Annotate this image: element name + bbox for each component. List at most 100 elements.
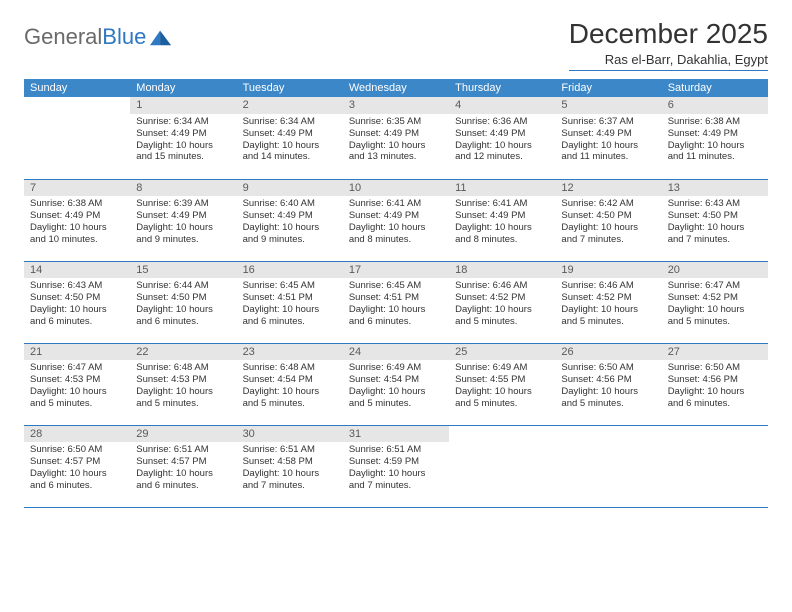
day-line: Daylight: 10 hours and 5 minutes. <box>349 386 443 410</box>
day-number: 7 <box>24 180 130 197</box>
day-header: Sunday <box>24 79 130 97</box>
day-line: Daylight: 10 hours and 14 minutes. <box>243 140 337 164</box>
logo-icon <box>150 28 172 46</box>
day-cell: 9Sunrise: 6:40 AMSunset: 4:49 PMDaylight… <box>237 179 343 261</box>
day-cell: 1Sunrise: 6:34 AMSunset: 4:49 PMDaylight… <box>130 97 236 179</box>
logo-word-2: Blue <box>102 24 146 49</box>
day-line: Daylight: 10 hours and 11 minutes. <box>561 140 655 164</box>
day-cell: 10Sunrise: 6:41 AMSunset: 4:49 PMDayligh… <box>343 179 449 261</box>
page-title: December 2025 <box>569 18 768 50</box>
day-cell: 31Sunrise: 6:51 AMSunset: 4:59 PMDayligh… <box>343 425 449 507</box>
day-line: Sunset: 4:57 PM <box>136 456 230 468</box>
day-number: 25 <box>449 344 555 361</box>
day-content: Sunrise: 6:34 AMSunset: 4:49 PMDaylight:… <box>130 114 236 166</box>
day-content: Sunrise: 6:48 AMSunset: 4:54 PMDaylight:… <box>237 360 343 412</box>
day-line: Sunset: 4:56 PM <box>668 374 762 386</box>
day-line: Sunrise: 6:34 AM <box>243 116 337 128</box>
day-line: Daylight: 10 hours and 5 minutes. <box>243 386 337 410</box>
day-line: Sunset: 4:49 PM <box>243 210 337 222</box>
day-line: Daylight: 10 hours and 5 minutes. <box>561 386 655 410</box>
day-line: Daylight: 10 hours and 5 minutes. <box>561 304 655 328</box>
day-line: Sunrise: 6:40 AM <box>243 198 337 210</box>
day-cell: 26Sunrise: 6:50 AMSunset: 4:56 PMDayligh… <box>555 343 661 425</box>
logo-word-1: General <box>24 24 102 49</box>
day-line: Daylight: 10 hours and 8 minutes. <box>349 222 443 246</box>
calendar-body: . 1Sunrise: 6:34 AMSunset: 4:49 PMDayligh… <box>24 97 768 507</box>
day-line: Daylight: 10 hours and 5 minutes. <box>30 386 124 410</box>
day-cell: 23Sunrise: 6:48 AMSunset: 4:54 PMDayligh… <box>237 343 343 425</box>
day-line: Sunrise: 6:39 AM <box>136 198 230 210</box>
day-number: 8 <box>130 180 236 197</box>
day-line: Sunset: 4:49 PM <box>30 210 124 222</box>
day-cell: 19Sunrise: 6:46 AMSunset: 4:52 PMDayligh… <box>555 261 661 343</box>
day-cell: 18Sunrise: 6:46 AMSunset: 4:52 PMDayligh… <box>449 261 555 343</box>
day-number: 13 <box>662 180 768 197</box>
day-number: 12 <box>555 180 661 197</box>
day-line: Sunset: 4:59 PM <box>349 456 443 468</box>
day-number: 18 <box>449 262 555 279</box>
day-line: Sunrise: 6:34 AM <box>136 116 230 128</box>
day-content: Sunrise: 6:46 AMSunset: 4:52 PMDaylight:… <box>555 278 661 330</box>
day-line: Sunset: 4:49 PM <box>243 128 337 140</box>
day-line: Daylight: 10 hours and 12 minutes. <box>455 140 549 164</box>
day-line: Sunset: 4:52 PM <box>668 292 762 304</box>
day-line: Daylight: 10 hours and 10 minutes. <box>30 222 124 246</box>
day-line: Daylight: 10 hours and 6 minutes. <box>136 304 230 328</box>
day-line: Sunset: 4:55 PM <box>455 374 549 386</box>
day-header: Wednesday <box>343 79 449 97</box>
day-cell: . <box>449 425 555 507</box>
day-line: Sunrise: 6:47 AM <box>30 362 124 374</box>
day-line: Sunset: 4:50 PM <box>136 292 230 304</box>
day-cell: 14Sunrise: 6:43 AMSunset: 4:50 PMDayligh… <box>24 261 130 343</box>
day-number: 26 <box>555 344 661 361</box>
day-line: Sunset: 4:51 PM <box>243 292 337 304</box>
day-line: Sunrise: 6:41 AM <box>349 198 443 210</box>
day-number: 11 <box>449 180 555 197</box>
day-line: Daylight: 10 hours and 7 minutes. <box>243 468 337 492</box>
day-cell: 7Sunrise: 6:38 AMSunset: 4:49 PMDaylight… <box>24 179 130 261</box>
day-line: Daylight: 10 hours and 6 minutes. <box>668 386 762 410</box>
day-line: Sunset: 4:53 PM <box>136 374 230 386</box>
day-line: Daylight: 10 hours and 6 minutes. <box>136 468 230 492</box>
day-content: Sunrise: 6:37 AMSunset: 4:49 PMDaylight:… <box>555 114 661 166</box>
day-content: Sunrise: 6:35 AMSunset: 4:49 PMDaylight:… <box>343 114 449 166</box>
day-content: Sunrise: 6:38 AMSunset: 4:49 PMDaylight:… <box>662 114 768 166</box>
week-row: 21Sunrise: 6:47 AMSunset: 4:53 PMDayligh… <box>24 343 768 425</box>
day-content: Sunrise: 6:47 AMSunset: 4:52 PMDaylight:… <box>662 278 768 330</box>
day-line: Sunrise: 6:49 AM <box>349 362 443 374</box>
day-header: Saturday <box>662 79 768 97</box>
day-number: 19 <box>555 262 661 279</box>
day-line: Sunrise: 6:35 AM <box>349 116 443 128</box>
day-line: Sunset: 4:58 PM <box>243 456 337 468</box>
day-line: Sunrise: 6:49 AM <box>455 362 549 374</box>
day-number: 14 <box>24 262 130 279</box>
logo-text: GeneralBlue <box>24 24 146 50</box>
day-cell: 8Sunrise: 6:39 AMSunset: 4:49 PMDaylight… <box>130 179 236 261</box>
day-line: Sunrise: 6:50 AM <box>561 362 655 374</box>
day-cell: 30Sunrise: 6:51 AMSunset: 4:58 PMDayligh… <box>237 425 343 507</box>
day-line: Daylight: 10 hours and 13 minutes. <box>349 140 443 164</box>
day-line: Sunrise: 6:42 AM <box>561 198 655 210</box>
week-row: 14Sunrise: 6:43 AMSunset: 4:50 PMDayligh… <box>24 261 768 343</box>
logo: GeneralBlue <box>24 18 172 50</box>
day-number: 20 <box>662 262 768 279</box>
day-content: Sunrise: 6:46 AMSunset: 4:52 PMDaylight:… <box>449 278 555 330</box>
day-line: Sunrise: 6:41 AM <box>455 198 549 210</box>
day-line: Daylight: 10 hours and 9 minutes. <box>243 222 337 246</box>
day-line: Daylight: 10 hours and 7 minutes. <box>349 468 443 492</box>
day-number: 30 <box>237 426 343 443</box>
day-content: Sunrise: 6:45 AMSunset: 4:51 PMDaylight:… <box>343 278 449 330</box>
day-line: Daylight: 10 hours and 7 minutes. <box>561 222 655 246</box>
day-line: Sunset: 4:52 PM <box>561 292 655 304</box>
day-cell: 16Sunrise: 6:45 AMSunset: 4:51 PMDayligh… <box>237 261 343 343</box>
day-number: 22 <box>130 344 236 361</box>
day-line: Sunset: 4:50 PM <box>668 210 762 222</box>
day-cell: 5Sunrise: 6:37 AMSunset: 4:49 PMDaylight… <box>555 97 661 179</box>
day-content: Sunrise: 6:39 AMSunset: 4:49 PMDaylight:… <box>130 196 236 248</box>
day-number: 9 <box>237 180 343 197</box>
day-line: Daylight: 10 hours and 6 minutes. <box>243 304 337 328</box>
day-line: Sunset: 4:54 PM <box>349 374 443 386</box>
day-content: Sunrise: 6:48 AMSunset: 4:53 PMDaylight:… <box>130 360 236 412</box>
day-line: Sunset: 4:49 PM <box>349 128 443 140</box>
day-content: Sunrise: 6:51 AMSunset: 4:58 PMDaylight:… <box>237 442 343 494</box>
